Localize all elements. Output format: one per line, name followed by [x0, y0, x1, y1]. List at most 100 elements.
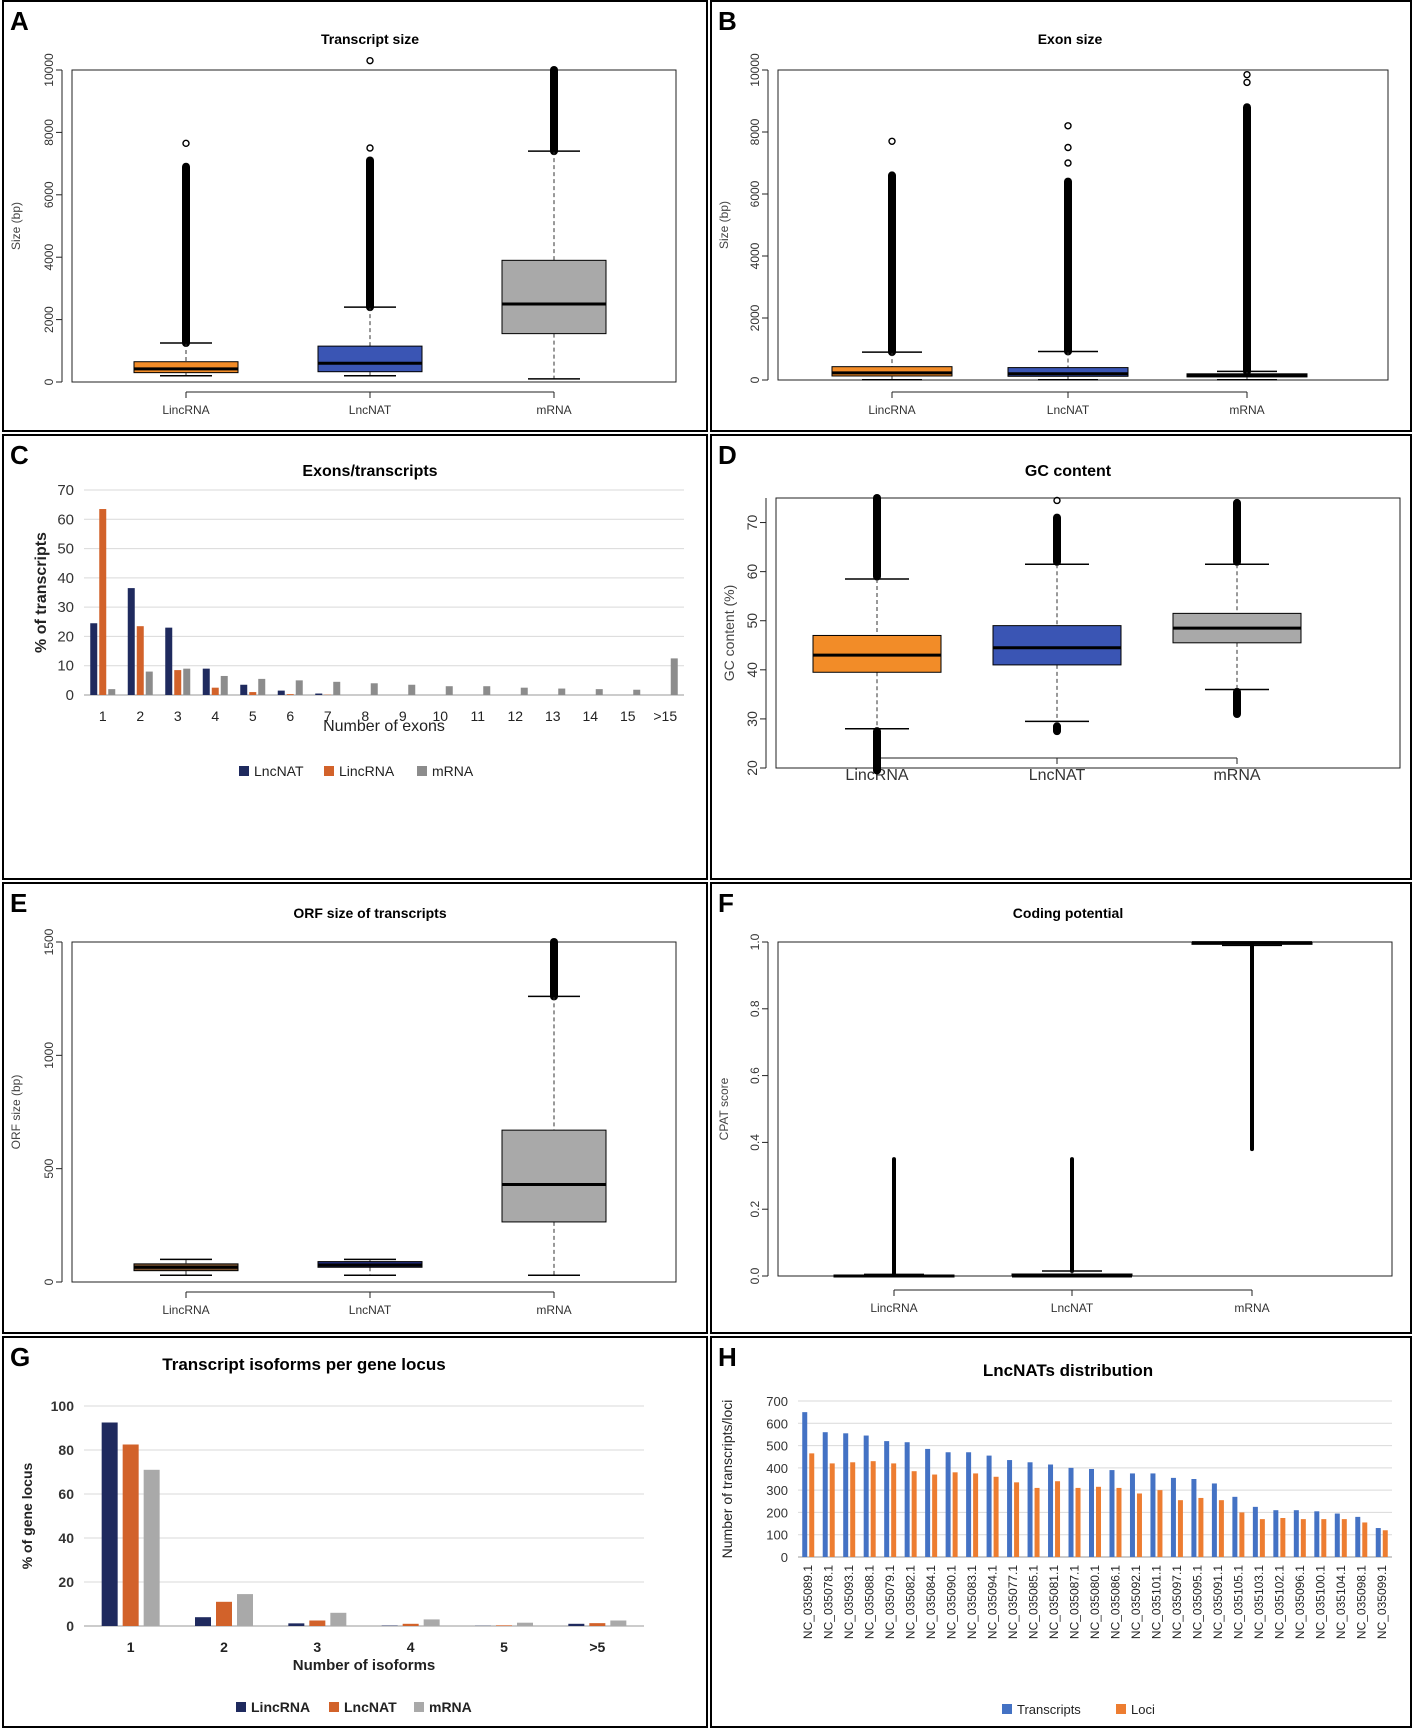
box-lincrna	[133, 1258, 239, 1276]
category-group	[370, 683, 378, 695]
bar-mrna	[423, 1619, 440, 1626]
panel-h: LncNATs distribution 0 100 200 300 400 500 600 7…	[710, 1336, 1412, 1728]
bar-mrna	[483, 686, 491, 695]
category-group	[568, 1620, 627, 1626]
y-tick-label: 500	[42, 1158, 56, 1178]
x-tick-label: NC_035103.1	[1252, 1565, 1266, 1639]
bar-lincrna	[195, 1617, 211, 1626]
bar-mrna	[610, 1620, 627, 1626]
category-group	[1252, 1506, 1265, 1557]
y-tick-label: 40	[58, 1530, 74, 1546]
chart-lncnat-distribution: LncNATs distribution 0 100 200 300 400 500 600 7…	[719, 1361, 1392, 1717]
panel-label: D	[718, 440, 737, 470]
x-tick-label: NC_035079.1	[883, 1565, 897, 1639]
x-tick-label: NC_035086.1	[1108, 1565, 1122, 1639]
bar-mrna	[220, 675, 228, 695]
category-group	[1355, 1516, 1368, 1557]
y-tick-label: 400	[766, 1461, 788, 1476]
bar-transcripts	[1293, 1510, 1299, 1557]
category-group	[1007, 1460, 1020, 1557]
y-tick-label: 700	[766, 1394, 788, 1409]
bar-lncnat	[277, 690, 285, 695]
category-group	[90, 509, 116, 695]
y-tick-label: 500	[766, 1439, 788, 1454]
category-group	[1109, 1470, 1122, 1557]
y-tick-label: 0.0	[748, 1267, 762, 1284]
plot-frame	[777, 941, 1393, 1277]
category-group	[408, 684, 416, 695]
box-iqr	[317, 345, 423, 373]
outlier-point	[1064, 143, 1072, 152]
legend-item: LncNAT	[329, 1699, 397, 1715]
x-axis-label: Number of isoforms	[293, 1657, 436, 1674]
y-tick-label: 1.0	[748, 933, 762, 950]
bar-transcripts	[1170, 1477, 1176, 1557]
bar-transcripts	[1232, 1496, 1238, 1557]
bar-loci	[1014, 1482, 1020, 1557]
bar-loci	[1362, 1522, 1368, 1557]
panel-label: F	[718, 888, 734, 918]
outlier-point	[1064, 122, 1072, 130]
bar-loci	[1034, 1487, 1040, 1557]
x-tick-label: NC_035100.1	[1313, 1565, 1327, 1639]
bar-lincrna	[286, 694, 294, 695]
y-tick-label: 200	[766, 1505, 788, 1520]
bar-loci	[1300, 1519, 1306, 1557]
bar-loci	[1096, 1486, 1101, 1557]
y-tick-label: 60	[57, 511, 74, 528]
bar-loci	[1321, 1519, 1327, 1557]
bar-transcripts	[802, 1412, 808, 1557]
y-tick-label: 40	[744, 662, 760, 678]
chart-isoforms-per-locus: Transcript isoforms per gene locus 0 20 40 6…	[19, 1355, 644, 1715]
plot-frame	[71, 941, 677, 1283]
box-mrna	[1186, 70, 1308, 381]
x-tick-label: LncNAT	[1029, 767, 1086, 784]
category-group	[595, 689, 603, 695]
x-tick-label: LncNAT	[349, 1303, 392, 1317]
y-tick-label: 4000	[42, 244, 56, 271]
outlier-point	[888, 137, 896, 146]
category-group	[277, 680, 303, 695]
x-tick-label: 6	[286, 708, 294, 724]
bar-transcripts	[1191, 1479, 1197, 1557]
bar-lncnat	[589, 1623, 606, 1626]
y-tick-label: 8000	[748, 118, 762, 145]
y-axis-label: % of transcripts	[33, 532, 50, 653]
y-axis-label: CPAT score	[717, 1077, 731, 1140]
bar-mrna	[558, 688, 566, 695]
box-lncnat	[1007, 122, 1129, 381]
x-tick-label: NC_035090.1	[945, 1565, 959, 1639]
bar-lncnat	[202, 668, 210, 695]
box-lincrna	[133, 139, 239, 377]
panel-label: H	[718, 1342, 737, 1372]
bar-lincrna	[99, 509, 107, 695]
box-iqr	[501, 259, 607, 335]
y-axis-label: Size (bp)	[717, 201, 731, 249]
bar-loci	[1075, 1487, 1081, 1557]
bar-loci	[952, 1472, 958, 1557]
legend-swatch	[324, 766, 334, 776]
legend-swatch	[417, 766, 427, 776]
bar-lncnat	[496, 1625, 512, 1626]
category-group	[315, 681, 341, 695]
chart-title: Transcript isoforms per gene locus	[162, 1355, 445, 1374]
outlier-point	[1053, 496, 1061, 505]
legend-item: LincRNA	[236, 1699, 310, 1715]
x-tick-label: 2	[220, 1639, 228, 1655]
y-axis-label: ORF size (bp)	[9, 1075, 23, 1150]
bar-mrna	[108, 689, 116, 695]
category-group	[520, 687, 528, 695]
bar-loci	[911, 1471, 917, 1557]
category-group	[202, 668, 228, 695]
legend-swatch	[414, 1702, 424, 1712]
bar-lncnat	[402, 1623, 419, 1626]
y-tick-label: 0	[66, 1618, 74, 1634]
x-tick-label: 9	[399, 708, 407, 724]
x-tick-label: mRNA	[1213, 767, 1260, 784]
y-tick-label: 0.2	[748, 1201, 762, 1218]
bar-transcripts	[822, 1432, 828, 1557]
category-group	[966, 1452, 979, 1557]
y-tick-label: 1500	[42, 928, 56, 955]
category-group	[822, 1432, 835, 1557]
category-group	[475, 1622, 533, 1626]
